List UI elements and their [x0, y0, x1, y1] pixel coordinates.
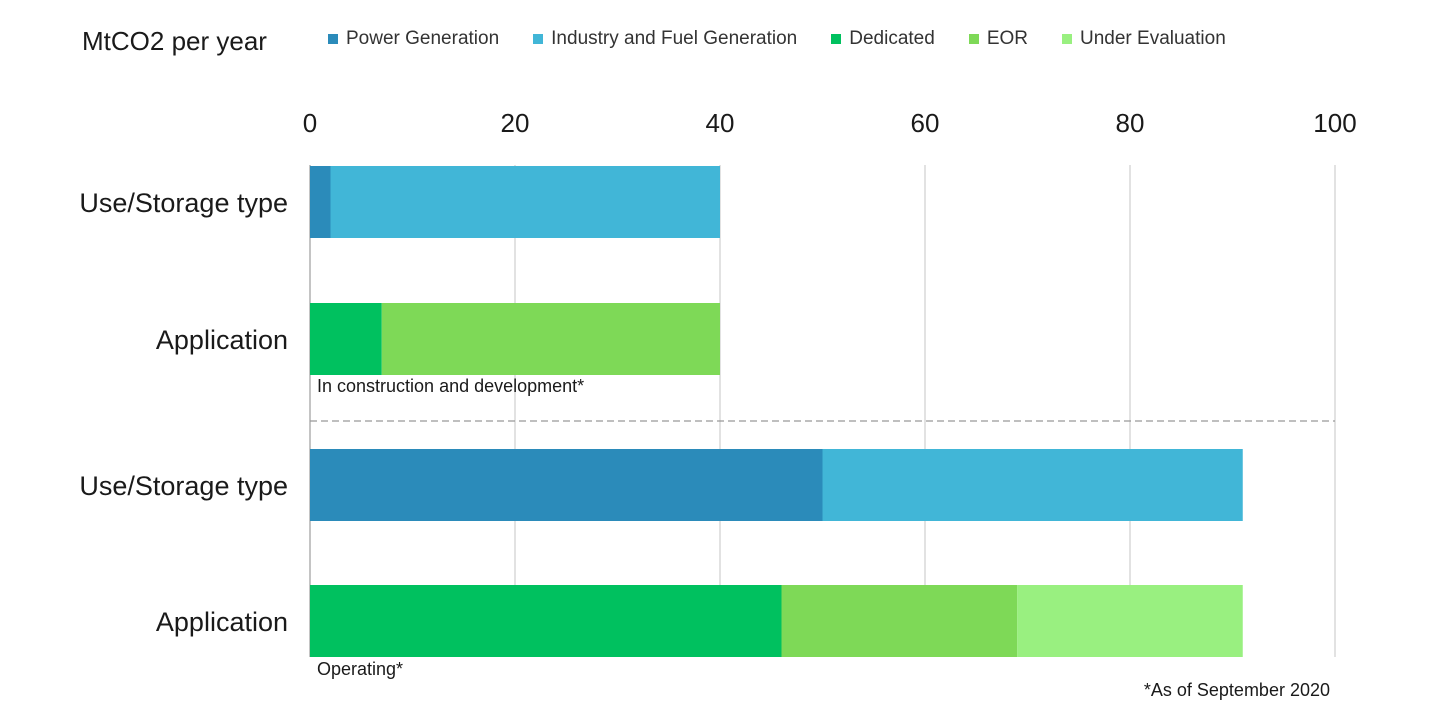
bar-segment [310, 166, 331, 238]
bar-segment [781, 585, 1018, 657]
footnote: *As of September 2020 [1143, 680, 1330, 700]
bar-segment [310, 585, 782, 657]
category-label: Use/Storage type [79, 471, 288, 501]
x-tick-label: 60 [911, 108, 940, 138]
legend-label: EOR [986, 28, 1028, 49]
legend-swatch [968, 34, 979, 44]
legend-label: Dedicated [849, 28, 935, 49]
category-label: Application [156, 325, 288, 355]
unit-label: MtCO2 per year [82, 26, 267, 56]
legend-swatch [533, 34, 544, 44]
x-tick-label: 100 [1313, 108, 1356, 138]
bar-segment [310, 449, 823, 521]
section-label-construction: In construction and development* [317, 376, 585, 396]
legend-item-under-evaluation: Under Evaluation [1062, 28, 1226, 50]
x-tick-label: 20 [501, 108, 530, 138]
legend: Power Generation Industry and Fuel Gener… [328, 28, 1260, 50]
x-tick-label: 80 [1116, 108, 1145, 138]
bar-segment [822, 449, 1243, 521]
bar-segment [310, 303, 382, 375]
bar-segment [381, 303, 720, 375]
section-label-operating: Operating* [317, 659, 404, 679]
x-tick-label: 40 [706, 108, 735, 138]
category-label: Use/Storage type [79, 188, 288, 218]
legend-item-dedicated: Dedicated [831, 28, 935, 50]
bar-segment [330, 166, 720, 238]
legend-item-power-generation: Power Generation [328, 28, 499, 50]
category-label: Application [156, 607, 288, 637]
legend-label: Industry and Fuel Generation [551, 28, 798, 49]
legend-swatch [328, 34, 338, 44]
legend-label: Under Evaluation [1080, 28, 1226, 49]
legend-item-eor: EOR [968, 28, 1028, 50]
legend-swatch [831, 34, 842, 44]
x-tick-label: 0 [303, 108, 317, 138]
legend-label: Power Generation [346, 28, 500, 49]
legend-swatch [1062, 34, 1072, 44]
legend-item-industry-fuel-generation: Industry and Fuel Generation [533, 28, 797, 50]
bar-segment [1017, 585, 1243, 657]
